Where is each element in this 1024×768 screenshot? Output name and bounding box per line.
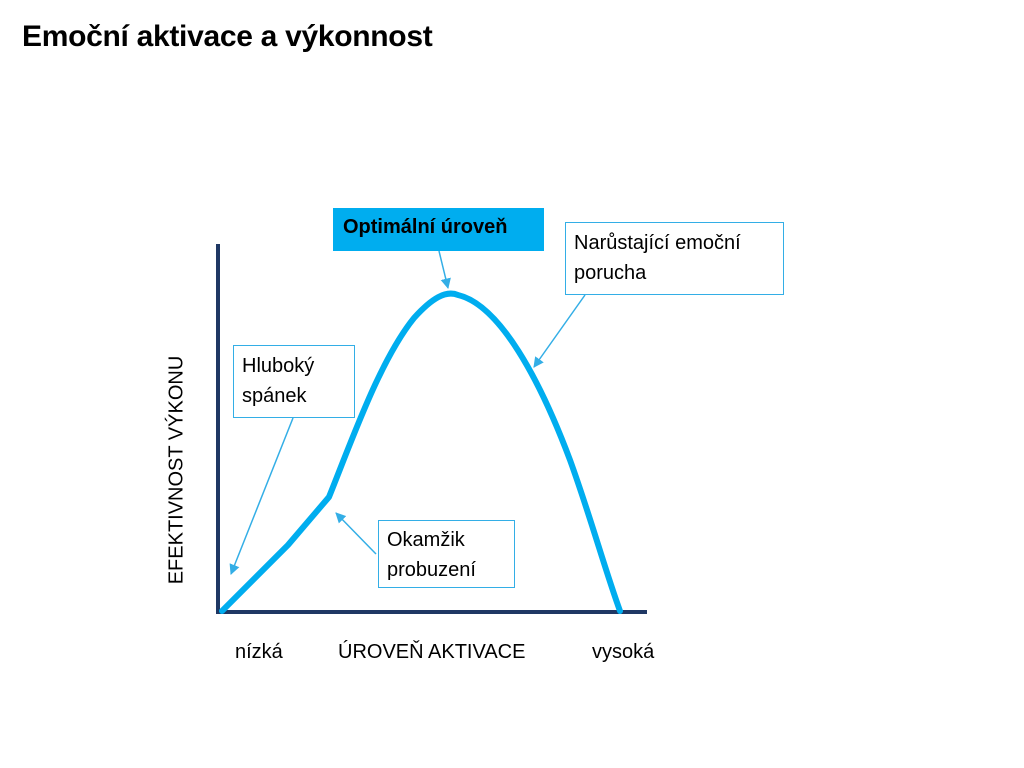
disorder-pointer xyxy=(533,294,586,368)
y-axis-label: EFEKTIVNOST VÝKONU xyxy=(165,355,188,585)
optimal-level-callout: Optimální úroveň xyxy=(333,208,544,251)
emotional-disorder-line-2: porucha xyxy=(574,262,647,284)
deep-sleep-pointer xyxy=(229,417,294,575)
slide-title: Emoční aktivace a výkonnost xyxy=(22,20,433,53)
awakening-callout: Okamžik probuzení xyxy=(378,520,515,588)
deep-sleep-callout: Hluboký spánek xyxy=(233,345,355,418)
optimal-level-label: Optimální úroveň xyxy=(343,216,508,238)
awakening-line-2: probuzení xyxy=(387,559,476,581)
x-axis-high-label: vysoká xyxy=(592,641,655,663)
emotional-disorder-line-1: Narůstající emoční xyxy=(574,232,741,254)
awakening-line-1: Okamžik xyxy=(387,529,465,551)
deep-sleep-line-2: spánek xyxy=(242,385,307,407)
emotional-disorder-callout: Narůstající emoční porucha xyxy=(565,222,784,295)
awakening-pointer xyxy=(335,512,377,555)
deep-sleep-line-1: Hluboký xyxy=(242,355,315,377)
performance-curve xyxy=(219,290,623,614)
x-axis-low-label: nízká xyxy=(235,641,283,663)
optimal-pointer xyxy=(438,250,451,290)
x-axis-label: ÚROVEŇ AKTIVACE xyxy=(338,641,526,663)
